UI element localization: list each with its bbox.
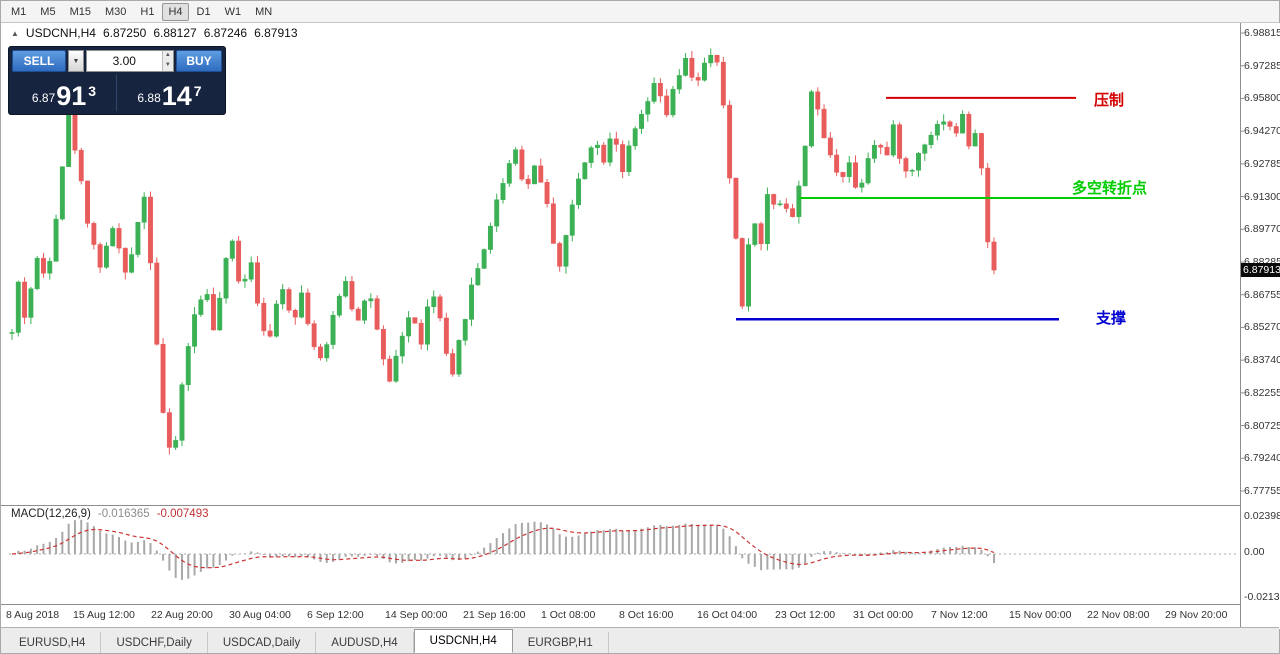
chart-tab-eurusd[interactable]: EURUSD,H4 [4,632,102,653]
time-axis-label: 23 Oct 12:00 [775,609,836,621]
time-axis-label: 16 Oct 04:00 [697,609,758,621]
volume-box: ▲ ▼ [86,50,174,72]
buy-price: 6.88 14 7 [117,74,222,111]
price-axis-label: 6.94270 [1244,125,1280,138]
annotation-label-support: 支撑 [1096,310,1127,327]
trend-up-icon: ▲ [11,28,19,38]
time-axis-label: 15 Nov 00:00 [1009,609,1072,621]
chart-region: ▲ USDCNH,H4 6.87250 6.88127 6.87246 6.87… [1,23,1280,629]
time-axis-label: 15 Aug 12:00 [73,609,135,621]
chart-canvas[interactable] [1,23,1280,629]
current-price-badge: 6.87913 [1241,263,1280,278]
sell-price: 6.87 91 3 [12,74,117,111]
buy-button[interactable]: BUY [176,50,222,72]
buy-price-sup: 7 [193,83,202,99]
sell-button[interactable]: SELL [12,50,66,72]
timeframe-button-m5[interactable]: M5 [34,3,61,21]
chart-tab-bar: EURUSD,H4 USDCHF,Daily USDCAD,Daily AUDUSD,… [1,627,1279,653]
macd-axis-label: 0.00 [1244,546,1265,558]
price-axis-label: 6.97285 [1244,59,1280,72]
annotation-label-resistance: 压制 [1094,92,1125,109]
time-axis-label: 6 Sep 12:00 [307,609,364,621]
buy-price-prefix: 6.88 [137,91,161,105]
symbol-label: USDCNH,H4 [25,26,96,40]
macd-axis-label: -0.02137 [1244,591,1280,603]
timeframe-button-h1[interactable]: H1 [134,3,160,21]
macd-axis-label: 0.02398 [1244,510,1280,522]
time-axis-label: 29 Nov 20:00 [1165,609,1228,621]
macd-signal-value: -0.007493 [156,508,209,520]
timeframe-button-w1[interactable]: W1 [219,3,248,21]
indicator-name: MACD(12,26,9) [11,508,91,520]
time-axis-label: 7 Nov 12:00 [931,609,988,621]
price-axis-label: 6.79240 [1244,452,1280,465]
macd-main-value: -0.016365 [97,508,150,520]
price-axis-label: 6.89770 [1244,223,1280,236]
sell-price-sup: 3 [88,83,97,99]
ohlc-close: 6.87913 [254,26,298,40]
time-axis-label: 22 Nov 08:00 [1087,609,1150,621]
price-axis-label: 6.92785 [1244,157,1280,170]
timeframe-button-mn[interactable]: MN [249,3,278,21]
time-axis-label: 21 Sep 16:00 [463,609,526,621]
timeframe-button-m30[interactable]: M30 [99,3,132,21]
annotation-label-pivot: 多空转折点 [1072,180,1148,197]
time-axis-label: 31 Oct 00:00 [853,609,914,621]
chevron-down-icon: ▼ [72,57,80,65]
timeframe-button-m15[interactable]: M15 [64,3,97,21]
timeframe-button-d1[interactable]: D1 [191,3,217,21]
chart-tab-eurgbp[interactable]: EURGBP,H1 [513,632,609,653]
price-axis-label: 6.85270 [1244,321,1280,334]
ohlc-high: 6.88127 [153,26,197,40]
chart-tab-usdcnh[interactable]: USDCNH,H4 [413,629,513,653]
price-axis-label: 6.80725 [1244,419,1280,432]
sell-price-big: 91 [56,81,87,111]
one-click-trading-panel: SELL ▼ ▲ ▼ BUY 6.87 91 3 6.8 [9,47,225,114]
price-axis-label: 6.77755 [1244,484,1280,497]
price-axis-label: 6.91300 [1244,190,1280,203]
price-axis-label: 6.98815 [1244,27,1280,39]
time-axis-label: 8 Oct 16:00 [619,609,674,621]
buy-price-big: 14 [161,81,192,111]
timeframe-button-m1[interactable]: M1 [5,3,32,21]
order-type-dropdown[interactable]: ▼ [68,50,84,72]
price-axis-label: 6.82255 [1244,386,1280,399]
time-axis-label: 14 Sep 00:00 [385,609,448,621]
volume-down-button[interactable]: ▼ [162,61,173,71]
ohlc-open: 6.87250 [102,26,147,40]
timeframe-toolbar: M1 M5 M15 M30 H1 H4 D1 W1 MN [1,1,1279,23]
price-axis-label: 6.95800 [1244,92,1280,105]
chart-tab-usdcad[interactable]: USDCAD,Daily [208,632,317,653]
price-axis-label: 6.86755 [1244,288,1280,301]
chart-tab-audusd[interactable]: AUDUSD,H4 [316,632,414,653]
time-axis-label: 30 Aug 04:00 [229,609,291,621]
indicator-header: MACD(12,26,9) -0.016365 -0.007493 [11,508,208,520]
time-axis-label: 1 Oct 08:00 [541,609,596,621]
price-axis-label: 6.83740 [1244,354,1280,367]
chart-header: ▲ USDCNH,H4 6.87250 6.88127 6.87246 6.87… [11,26,298,40]
volume-input[interactable] [87,51,162,71]
timeframe-button-h4[interactable]: H4 [162,2,189,21]
time-axis-label: 22 Aug 20:00 [151,609,213,621]
time-axis-label: 8 Aug 2018 [6,609,60,621]
sell-price-prefix: 6.87 [31,91,56,105]
volume-up-button[interactable]: ▲ [162,51,173,61]
chart-tab-usdchf[interactable]: USDCHF,Daily [101,632,208,653]
ohlc-low: 6.87246 [203,26,248,40]
